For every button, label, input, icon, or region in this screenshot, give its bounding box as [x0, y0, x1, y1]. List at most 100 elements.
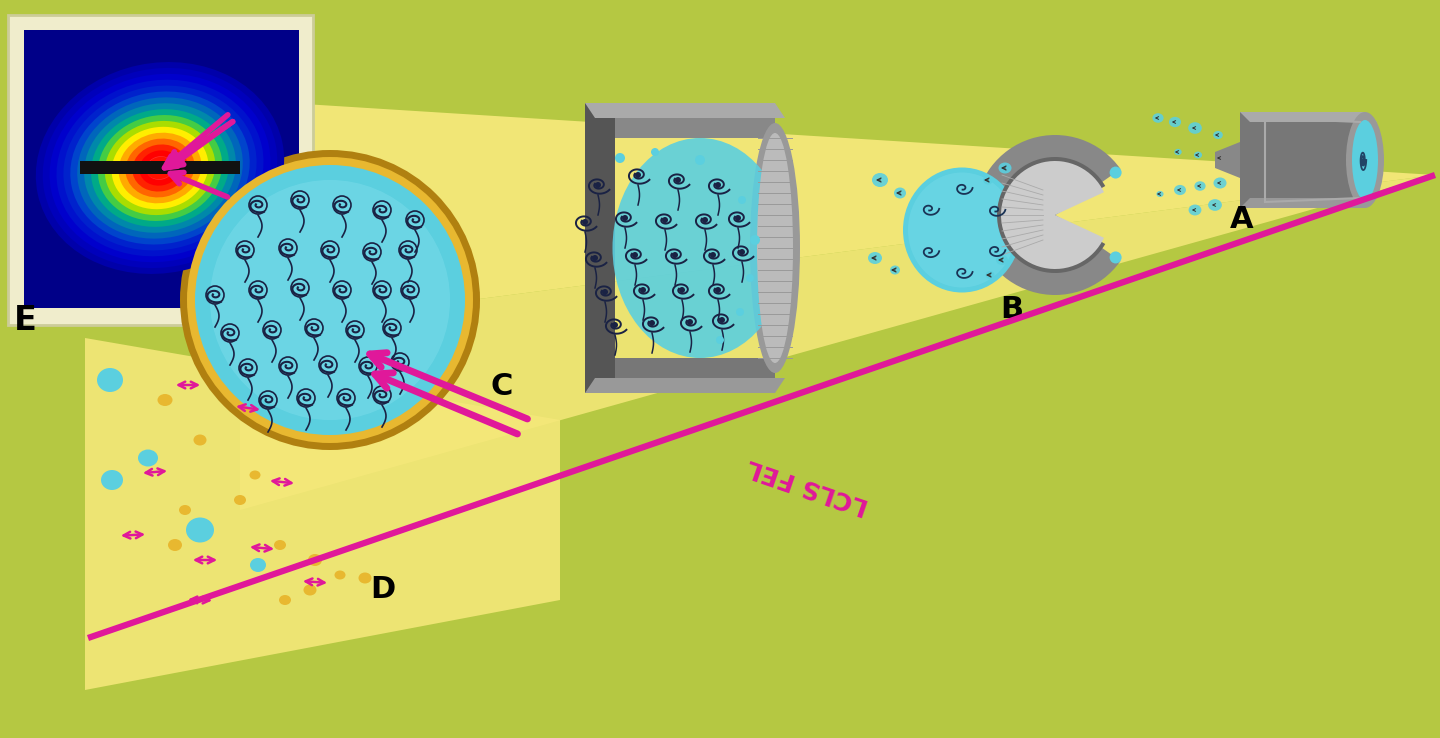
Ellipse shape — [1156, 191, 1164, 197]
Ellipse shape — [984, 176, 994, 184]
Bar — [585, 103, 615, 393]
Ellipse shape — [274, 540, 287, 550]
Ellipse shape — [145, 157, 174, 179]
Ellipse shape — [98, 115, 222, 221]
Ellipse shape — [757, 133, 793, 363]
Circle shape — [734, 215, 742, 221]
Circle shape — [750, 235, 760, 245]
Ellipse shape — [118, 133, 202, 203]
Ellipse shape — [101, 470, 122, 490]
Ellipse shape — [359, 573, 372, 584]
Circle shape — [672, 252, 678, 258]
Polygon shape — [585, 378, 785, 393]
Ellipse shape — [49, 74, 271, 262]
Circle shape — [582, 219, 588, 225]
Ellipse shape — [96, 368, 122, 392]
Ellipse shape — [985, 271, 995, 279]
Wedge shape — [996, 157, 1106, 273]
Ellipse shape — [1352, 120, 1378, 200]
Bar — [24, 30, 300, 308]
Ellipse shape — [154, 163, 166, 173]
Ellipse shape — [157, 394, 173, 406]
Circle shape — [187, 157, 472, 443]
Ellipse shape — [84, 103, 236, 232]
Ellipse shape — [998, 162, 1011, 173]
Polygon shape — [240, 175, 1436, 510]
Circle shape — [612, 322, 618, 328]
Circle shape — [602, 289, 608, 295]
Ellipse shape — [1188, 123, 1202, 134]
Ellipse shape — [138, 449, 158, 466]
Ellipse shape — [890, 266, 900, 275]
Bar — [9, 15, 312, 325]
Text: E: E — [14, 304, 37, 337]
Circle shape — [194, 165, 465, 435]
Bar — [585, 358, 775, 393]
Polygon shape — [1240, 198, 1377, 208]
Circle shape — [739, 196, 746, 204]
Ellipse shape — [125, 139, 194, 198]
Wedge shape — [1001, 161, 1104, 269]
Ellipse shape — [168, 539, 181, 551]
Circle shape — [615, 153, 625, 163]
Ellipse shape — [36, 62, 284, 274]
Ellipse shape — [43, 68, 278, 268]
Text: B: B — [999, 295, 1024, 324]
Circle shape — [716, 336, 724, 344]
Text: D: D — [370, 575, 395, 604]
Ellipse shape — [56, 80, 264, 256]
Text: A: A — [1230, 205, 1254, 234]
Polygon shape — [85, 338, 560, 690]
Ellipse shape — [71, 92, 249, 244]
Circle shape — [635, 172, 641, 178]
Ellipse shape — [251, 558, 266, 572]
Polygon shape — [240, 100, 1436, 330]
Circle shape — [180, 150, 480, 450]
Circle shape — [739, 249, 744, 255]
Ellipse shape — [132, 145, 187, 192]
Circle shape — [632, 252, 638, 258]
Circle shape — [675, 177, 681, 183]
Text: C: C — [490, 372, 513, 401]
Ellipse shape — [1194, 182, 1205, 190]
Ellipse shape — [105, 121, 215, 215]
Ellipse shape — [1208, 199, 1223, 211]
Polygon shape — [585, 103, 785, 118]
Text: LCLS FEL: LCLS FEL — [744, 454, 871, 518]
Ellipse shape — [63, 86, 256, 250]
Ellipse shape — [147, 156, 174, 180]
Wedge shape — [975, 135, 1120, 295]
Ellipse shape — [750, 123, 801, 373]
Polygon shape — [1215, 142, 1240, 178]
Circle shape — [710, 252, 716, 258]
Ellipse shape — [78, 97, 243, 238]
Ellipse shape — [1188, 204, 1201, 215]
Circle shape — [703, 217, 708, 223]
Circle shape — [736, 308, 744, 316]
Circle shape — [662, 217, 668, 223]
Ellipse shape — [179, 505, 192, 515]
Ellipse shape — [193, 435, 206, 446]
Circle shape — [716, 182, 721, 188]
Ellipse shape — [186, 517, 215, 542]
Ellipse shape — [1214, 177, 1227, 188]
Bar — [81, 161, 240, 174]
Ellipse shape — [304, 584, 317, 596]
Ellipse shape — [1346, 112, 1384, 208]
Polygon shape — [585, 103, 775, 393]
Circle shape — [719, 317, 724, 323]
Ellipse shape — [909, 173, 1017, 288]
Ellipse shape — [612, 138, 788, 358]
Ellipse shape — [249, 471, 261, 480]
Ellipse shape — [903, 168, 1021, 292]
Ellipse shape — [140, 151, 180, 186]
Circle shape — [696, 155, 706, 165]
Ellipse shape — [279, 595, 291, 605]
Ellipse shape — [873, 173, 888, 187]
Circle shape — [746, 274, 755, 282]
Ellipse shape — [868, 252, 881, 264]
Ellipse shape — [996, 255, 1008, 265]
Ellipse shape — [91, 109, 229, 227]
Ellipse shape — [153, 162, 167, 174]
Ellipse shape — [1152, 113, 1164, 123]
